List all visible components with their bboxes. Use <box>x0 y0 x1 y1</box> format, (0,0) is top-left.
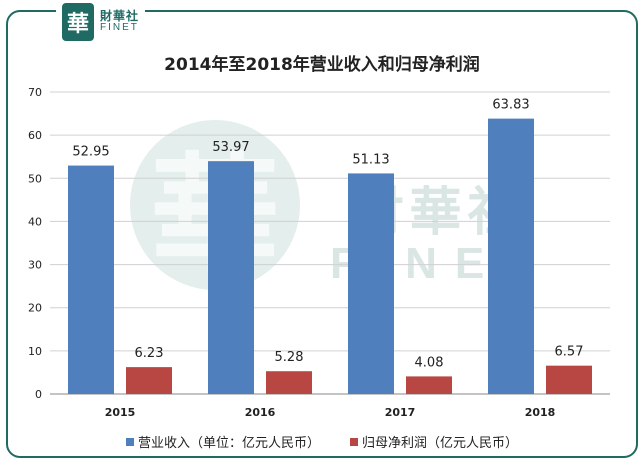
x-tick-label: 2015 <box>105 406 136 419</box>
y-tick-label: 10 <box>28 345 42 358</box>
brand-name: 財華社 FINET <box>100 10 139 33</box>
legend-item-revenue: 营业收入（单位：亿元人民币） <box>125 432 320 451</box>
y-tick-label: 70 <box>28 86 42 99</box>
bar-profit <box>406 376 452 394</box>
bar-revenue <box>488 118 534 394</box>
y-tick-label: 60 <box>28 129 42 142</box>
data-label-revenue: 51.13 <box>352 152 389 167</box>
bar-revenue <box>68 165 114 394</box>
y-tick-label: 50 <box>28 172 42 185</box>
x-tick-label: 2016 <box>245 406 276 419</box>
data-label-profit: 6.23 <box>135 346 164 361</box>
legend-label-revenue: 营业收入（单位：亿元人民币） <box>137 436 320 451</box>
bar-profit <box>126 367 172 394</box>
brand-logo-icon: 華 <box>62 3 94 41</box>
y-tick-label: 20 <box>28 302 42 315</box>
x-tick-label: 2017 <box>385 406 416 419</box>
legend-item-profit: 归母净利润（亿元人民币） <box>350 432 518 451</box>
data-label-profit: 5.28 <box>275 350 304 365</box>
bar-revenue <box>208 161 254 394</box>
data-label-revenue: 52.95 <box>72 145 109 160</box>
data-label-revenue: 63.83 <box>492 98 529 113</box>
y-tick-label: 40 <box>28 215 42 228</box>
brand-name-cn: 財華社 <box>100 9 140 24</box>
legend: 营业收入（单位：亿元人民币） 归母净利润（亿元人民币） <box>0 432 644 451</box>
y-tick-label: 0 <box>35 388 42 401</box>
chart-title: 2014年至2018年营业收入和归母净利润 <box>164 55 480 75</box>
y-tick-label: 30 <box>28 259 42 272</box>
legend-label-profit: 归母净利润（亿元人民币） <box>362 436 519 451</box>
legend-swatch-profit <box>350 437 358 446</box>
brand-logo: 華 財華社 FINET <box>56 2 146 42</box>
data-label-revenue: 53.97 <box>212 140 249 155</box>
data-label-profit: 4.08 <box>415 355 444 370</box>
x-tick-label: 2018 <box>525 406 556 419</box>
bar-profit <box>266 371 312 394</box>
bar-profit <box>546 365 592 394</box>
legend-swatch-revenue <box>125 437 134 446</box>
data-label-profit: 6.57 <box>555 345 584 360</box>
bar-revenue <box>348 173 394 394</box>
brand-name-en: FINET <box>100 22 139 34</box>
